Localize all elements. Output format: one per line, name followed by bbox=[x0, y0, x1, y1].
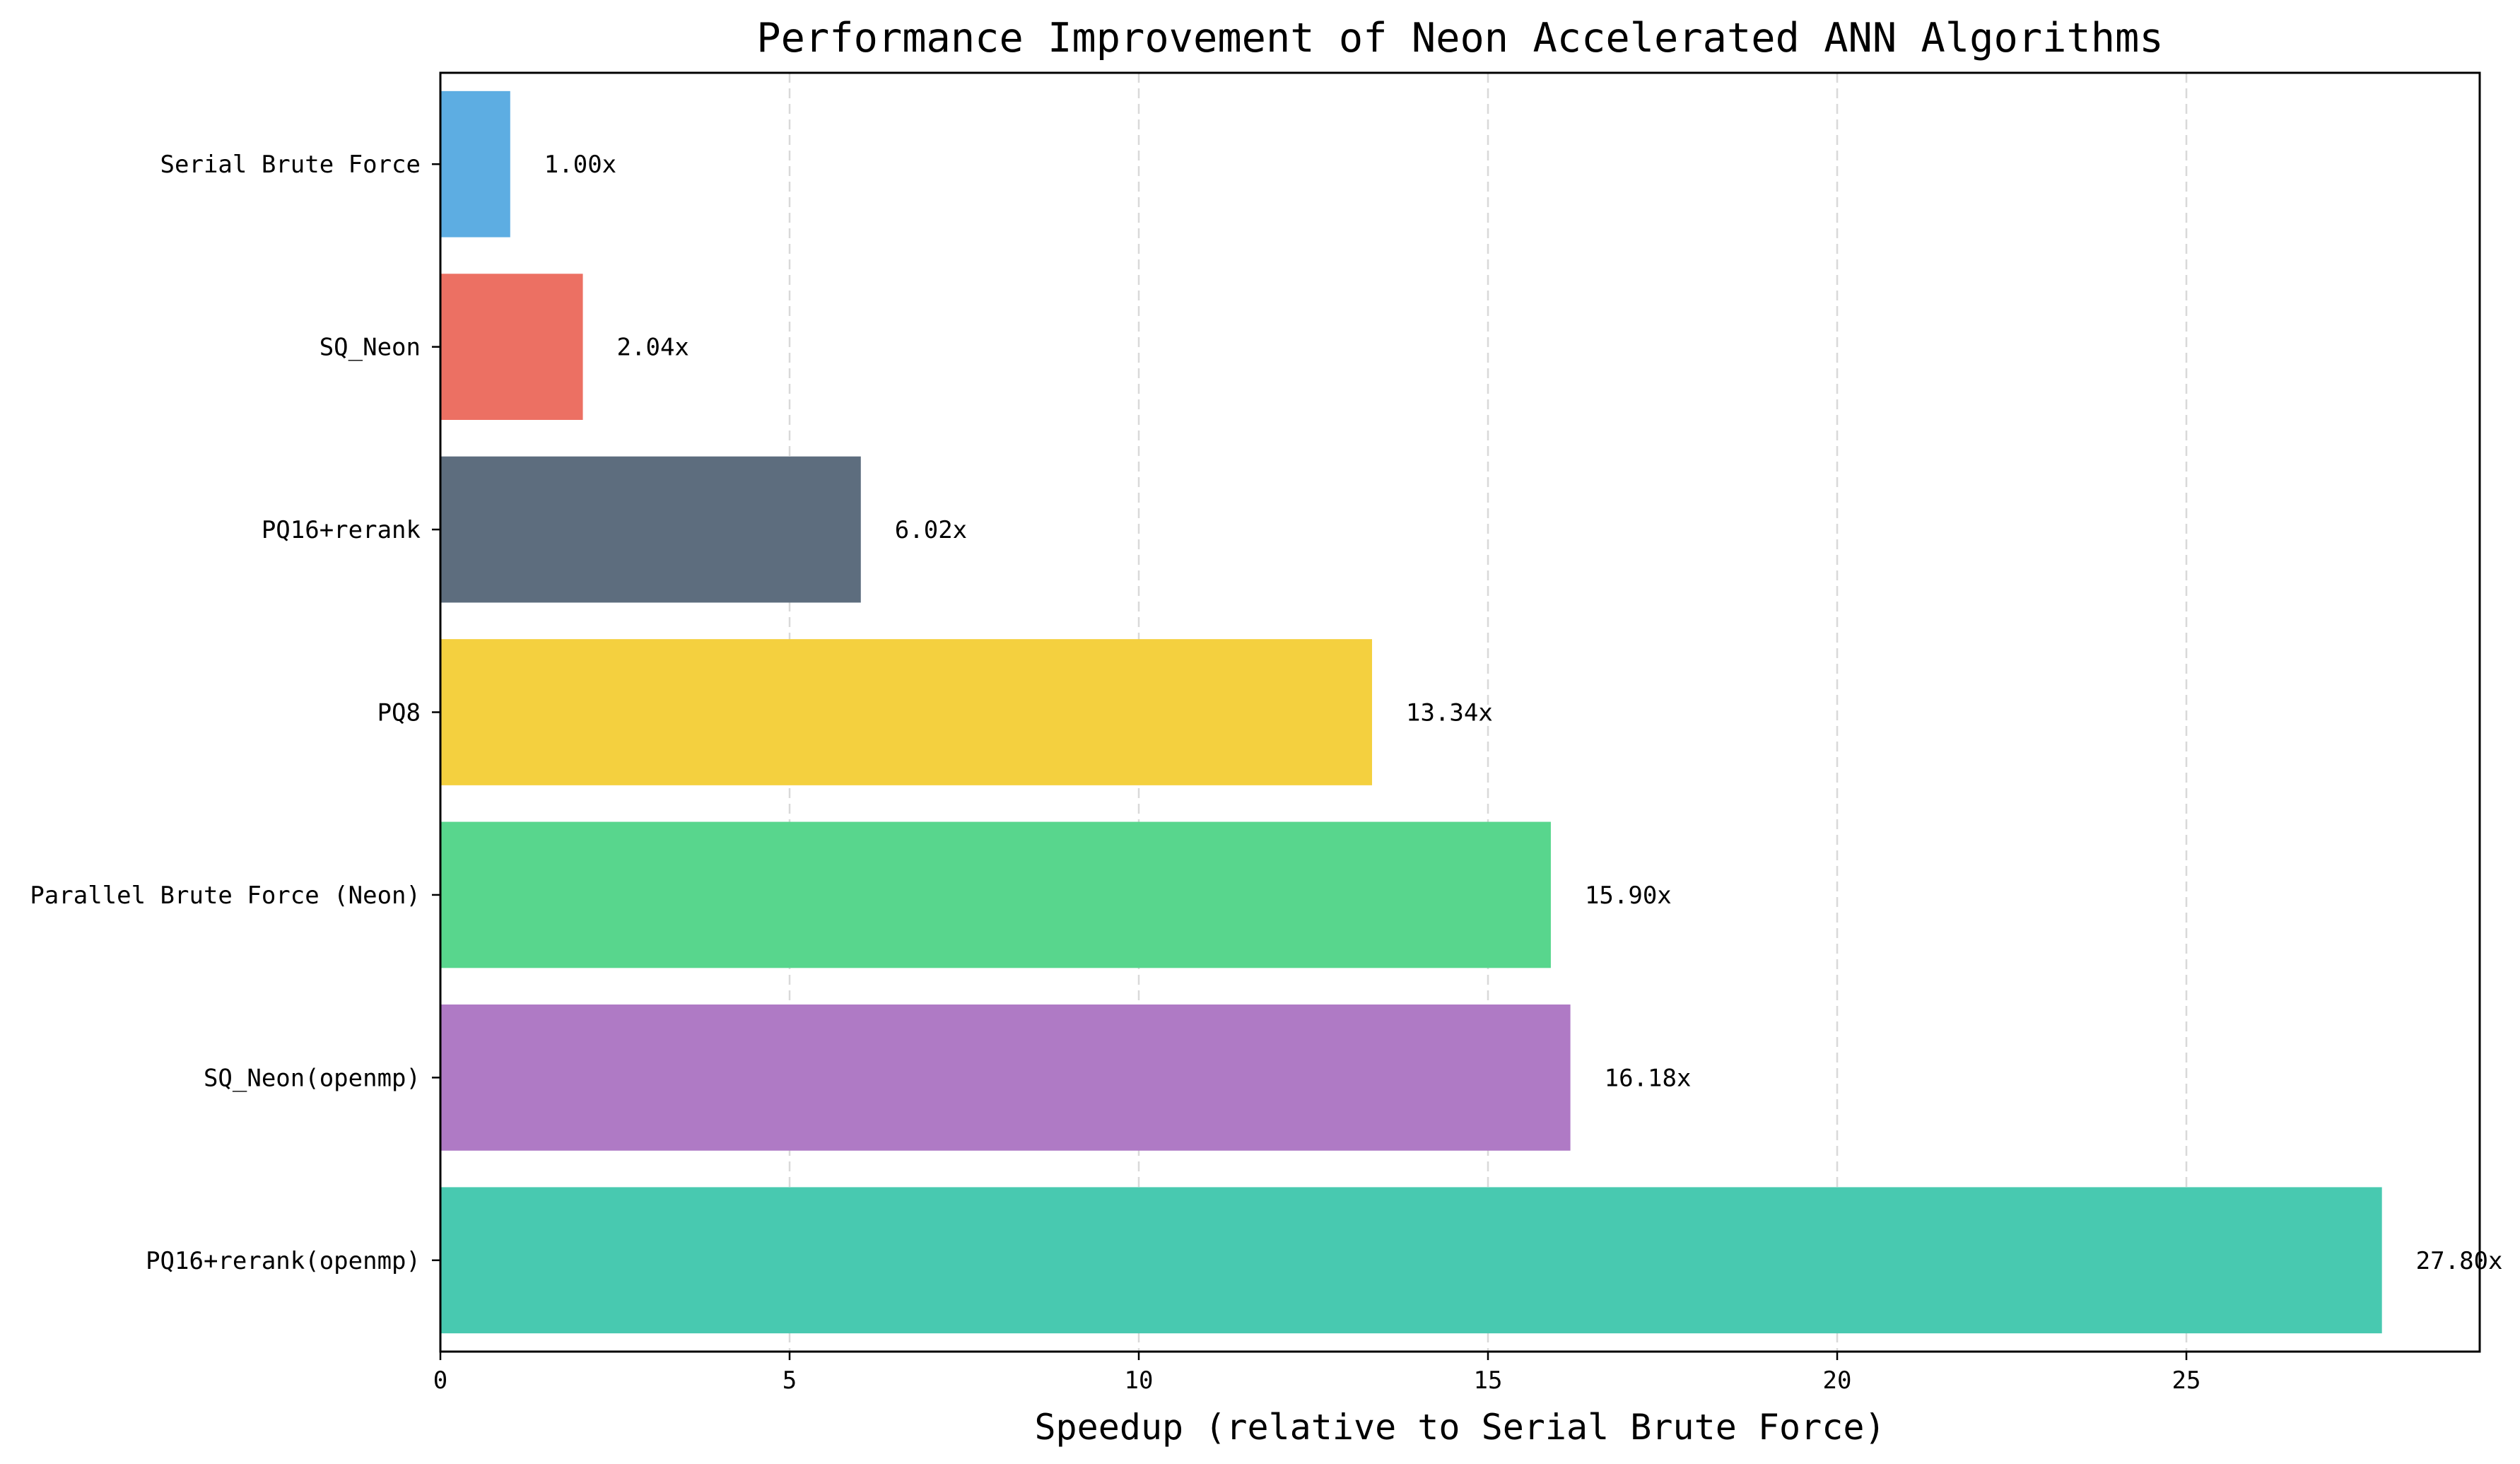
y-tick-label: Serial Brute Force bbox=[160, 151, 421, 179]
bar bbox=[440, 821, 1551, 968]
bar bbox=[440, 1187, 2382, 1334]
x-tick-label: 25 bbox=[2172, 1366, 2201, 1395]
value-labels: 1.00x 2.04x 6.02x 13.34x 15.90x 16.18x 27.80x bbox=[544, 151, 2503, 1275]
bar bbox=[440, 274, 583, 421]
x-axis-ticks: 0 5 10 15 20 25 bbox=[433, 1352, 2201, 1395]
y-tick-label: SQ_Neon(openmp) bbox=[204, 1064, 421, 1092]
bar-value-label: 2.04x bbox=[617, 334, 689, 362]
bar-value-label: 27.80x bbox=[2416, 1247, 2503, 1275]
x-tick-label: 20 bbox=[1823, 1366, 1852, 1395]
chart-title: Performance Improvement of Neon Accelera… bbox=[756, 15, 2163, 62]
bar-value-label: 6.02x bbox=[895, 516, 967, 544]
x-tick-label: 10 bbox=[1125, 1366, 1154, 1395]
y-tick-label: SQ_Neon bbox=[320, 334, 421, 362]
x-tick-label: 15 bbox=[1474, 1366, 1503, 1395]
y-tick-label: PQ8 bbox=[377, 699, 421, 727]
bar bbox=[440, 90, 510, 238]
x-tick-label: 5 bbox=[783, 1366, 797, 1395]
y-tick-label: Parallel Brute Force (Neon) bbox=[30, 882, 421, 910]
bar bbox=[440, 639, 1373, 785]
bar-value-label: 1.00x bbox=[544, 151, 616, 179]
y-axis-ticks: Serial Brute Force SQ_Neon PQ16+rerank PQ8 P… bbox=[30, 151, 440, 1275]
x-axis-label: Speedup (relative to Serial Brute Force) bbox=[1034, 1407, 1885, 1448]
bar-value-label: 13.34x bbox=[1406, 699, 1493, 727]
bar-value-label: 16.18x bbox=[1605, 1064, 1692, 1092]
y-tick-label: PQ16+rerank(openmp) bbox=[146, 1247, 421, 1275]
bar bbox=[440, 456, 861, 603]
x-tick-label: 0 bbox=[433, 1366, 447, 1395]
bar bbox=[440, 1004, 1571, 1151]
y-tick-label: PQ16+rerank bbox=[262, 516, 421, 544]
bars bbox=[440, 90, 2382, 1334]
bar-value-label: 15.90x bbox=[1585, 882, 1672, 910]
